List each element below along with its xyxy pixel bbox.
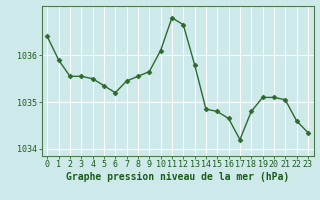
X-axis label: Graphe pression niveau de la mer (hPa): Graphe pression niveau de la mer (hPa) (66, 172, 289, 182)
